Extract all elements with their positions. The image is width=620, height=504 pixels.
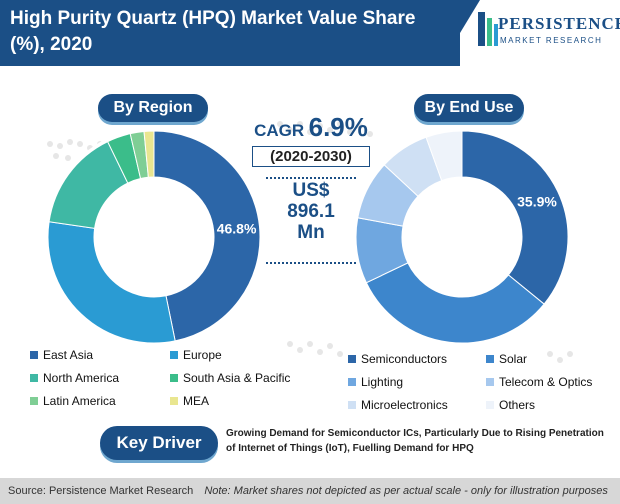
legend-swatch <box>30 397 38 405</box>
cagr-value: 6.9% <box>308 112 368 142</box>
key-driver-label: Key Driver <box>100 426 218 460</box>
legend-label: Latin America <box>43 394 116 408</box>
legend-item: MEA <box>170 394 209 408</box>
legend-swatch <box>348 378 356 386</box>
legend-item: South Asia & Pacific <box>170 371 290 385</box>
legend-region: East Asia Europe North America South Asia &… <box>30 348 300 418</box>
slice-1-5 <box>425 130 463 182</box>
slice-0-0 <box>153 130 261 342</box>
key-driver-text: Growing Demand for Semiconductor ICs, Pa… <box>226 428 604 454</box>
slice-1-1 <box>365 262 545 344</box>
legend-item: Others <box>486 398 535 412</box>
legend-item: East Asia <box>30 348 93 362</box>
by-region-label: By Region <box>98 94 208 122</box>
legend-label: East Asia <box>43 348 94 362</box>
legend-item: Microelectronics <box>348 398 448 412</box>
legend-swatch <box>170 351 178 359</box>
logo-subtitle: MARKET RESEARCH <box>500 36 603 45</box>
slice-label-0-0: 46.8% <box>217 221 257 237</box>
legend-item: Solar <box>486 352 527 366</box>
legend-label: Semiconductors <box>361 352 448 366</box>
legend-label: South Asia & Pacific <box>183 371 291 385</box>
slice-1-0 <box>461 130 569 305</box>
legend-swatch <box>348 355 356 363</box>
legend-label: Solar <box>499 352 528 366</box>
donut-charts: 46.8% 35.9% <box>47 130 569 344</box>
logo: PERSISTENCE MARKET RESEARCH <box>478 8 620 60</box>
legend-swatch <box>486 378 494 386</box>
legend-label: Others <box>499 398 536 412</box>
legend-label: Lighting <box>361 375 404 389</box>
legend-swatch <box>170 397 178 405</box>
logo-mark-icon <box>478 12 498 46</box>
market-value-currency: US$ <box>292 180 330 201</box>
legend-swatch <box>30 351 38 359</box>
legend-item: North America <box>30 371 119 385</box>
legend-end-use: Semiconductors Solar Lighting Telecom & Opt… <box>348 352 618 418</box>
note-text: Note: Market shares not depicted as per … <box>204 485 608 497</box>
legend-label: Microelectronics <box>361 398 448 412</box>
legend-label: North America <box>43 371 120 385</box>
legend-swatch <box>486 401 494 409</box>
chart-title: High Purity Quartz (HPQ) Market Value Sh… <box>10 8 416 55</box>
title-band-corner <box>440 0 480 66</box>
header: High Purity Quartz (HPQ) Market Value Sh… <box>0 0 620 70</box>
legend-swatch <box>348 401 356 409</box>
logo-name: PERSISTENCE <box>498 14 620 33</box>
legend-swatch <box>30 374 38 382</box>
legend-swatch <box>486 355 494 363</box>
cagr-box: CAGR 6.9% <box>236 112 386 143</box>
slice-0-5 <box>143 130 155 178</box>
title-band <box>0 0 460 66</box>
source-text: Source: Persistence Market Research <box>8 485 194 497</box>
legend-item: Latin America <box>30 394 116 408</box>
divider-bottom <box>266 262 356 264</box>
market-value-unit: Mn <box>297 222 325 243</box>
legend-item: Europe <box>170 348 222 362</box>
legend-swatch <box>170 374 178 382</box>
cagr-period: (2020-2030) <box>252 146 370 167</box>
market-value-amount: 896.1 <box>287 201 335 222</box>
market-value: US$ 896.1 Mn <box>268 180 354 243</box>
slice-label-1-0: 35.9% <box>517 193 557 209</box>
legend-label: Telecom & Optics <box>499 375 593 389</box>
legend-label: Europe <box>183 348 222 362</box>
footer: Source: Persistence Market Research Note… <box>0 478 620 504</box>
legend-label: MEA <box>183 394 210 408</box>
slice-0-1 <box>47 221 176 344</box>
divider-top <box>266 177 356 179</box>
legend-item: Semiconductors <box>348 352 447 366</box>
cagr-label: CAGR <box>254 121 305 140</box>
legend-item: Telecom & Optics <box>486 375 592 389</box>
by-end-use-label: By End Use <box>414 94 524 122</box>
legend-item: Lighting <box>348 375 403 389</box>
